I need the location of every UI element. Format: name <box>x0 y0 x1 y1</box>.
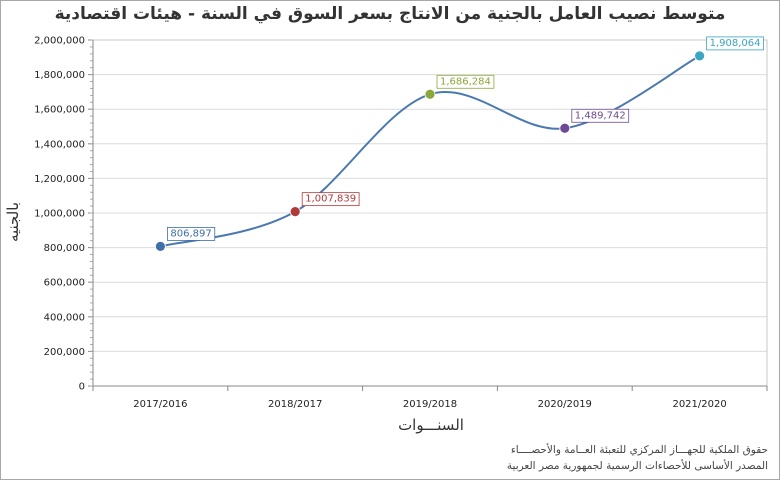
footer-copyright: حقوق الملكية للجهـــاز المركزي للتعبئة ا… <box>510 444 768 456</box>
y-tick-label: 2,000,000 <box>34 36 85 47</box>
data-label-box <box>706 36 764 51</box>
data-label: 1,007,839 <box>301 192 360 207</box>
data-label-text: 1,908,064 <box>710 38 761 49</box>
gridlines <box>93 39 767 352</box>
x-tick-label: 2019/2018 <box>403 399 457 410</box>
data-labels: 806,897 1,007,839 1,686,284 1,489,742 1,908,… <box>166 36 764 241</box>
y-tick-label: 800,000 <box>44 243 85 254</box>
y-tick-label: 0 <box>79 382 85 393</box>
axes <box>88 39 768 391</box>
data-label-text: 806,897 <box>170 228 211 239</box>
y-tick-label: 1,200,000 <box>34 174 85 185</box>
y-tick-label: 1,800,000 <box>34 70 85 81</box>
data-points <box>154 50 705 252</box>
data-label-text: 1,686,284 <box>440 76 491 87</box>
data-point[interactable] <box>154 241 166 252</box>
y-tick-label: 600,000 <box>44 278 85 289</box>
y-tick-label: 1,000,000 <box>34 209 85 220</box>
footer-source: المصدر الأساسى للأحصاءات الرسمية لجمهوري… <box>506 460 768 472</box>
data-label: 806,897 <box>166 227 216 241</box>
data-label-box <box>301 192 360 207</box>
x-tick-label: 2021/2020 <box>672 399 726 410</box>
x-axis-title: السنـــوات <box>398 416 464 434</box>
data-point[interactable] <box>694 50 705 62</box>
data-label-box <box>571 108 630 123</box>
tick-labels: 0 200,000 400,000 600,000 800,000 1,000,000 1,… <box>34 36 727 411</box>
y-axis-title: بالجنيه <box>4 202 22 242</box>
data-label: 1,908,064 <box>706 36 764 51</box>
x-tick-label: 2017/2016 <box>133 399 187 410</box>
data-label-box <box>436 74 495 89</box>
data-point[interactable] <box>424 88 436 100</box>
data-point[interactable] <box>289 206 301 218</box>
data-label: 1,489,742 <box>571 108 630 123</box>
data-label: 1,686,284 <box>436 74 495 89</box>
y-tick-label: 400,000 <box>44 312 85 323</box>
data-point[interactable] <box>559 122 571 134</box>
y-tick-label: 1,600,000 <box>34 105 85 116</box>
data-label-text: 1,007,839 <box>305 194 356 205</box>
chart-title: متوسط نصيب العامل بالجنية من الانتاج بسع… <box>54 4 726 24</box>
y-tick-label: 200,000 <box>44 347 85 358</box>
x-tick-label: 2020/2019 <box>538 399 592 410</box>
data-label-text: 1,489,742 <box>575 110 626 121</box>
x-tick-label: 2018/2017 <box>268 399 322 410</box>
series-line <box>160 55 701 248</box>
y-tick-label: 1,400,000 <box>34 139 85 150</box>
data-label-box <box>166 227 216 241</box>
